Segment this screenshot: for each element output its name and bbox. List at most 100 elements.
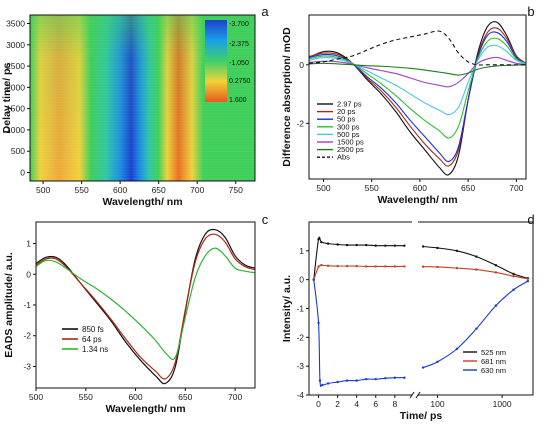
eads-ytick-label: -3 <box>23 361 31 371</box>
kinetics-point-681-nm <box>336 264 339 268</box>
kinetics-fit-630-nm-late <box>422 280 529 369</box>
eads-line-850-fs <box>35 228 256 385</box>
kinetics-point-681-nm <box>345 264 349 268</box>
kinetics-xtick-label: 2 <box>335 399 340 409</box>
eads-xtick-label: 600 <box>128 392 142 402</box>
kinetics-point-525-nm <box>512 272 515 276</box>
kinetics-ytick-label: 1 <box>299 246 304 256</box>
spectra-legend-label: 50 ps <box>337 115 356 124</box>
kinetics-legend-label: 630 nm <box>481 366 506 375</box>
kinetics-frame-left <box>308 221 412 396</box>
eads-ytick-label: 1 <box>26 239 31 249</box>
spectra-line-2500-ps <box>308 62 527 76</box>
eads-xtick-label: 500 <box>29 392 43 402</box>
heatmap-ytick-label: 500 <box>11 146 25 156</box>
kinetics-legend-label: 681 nm <box>481 357 506 366</box>
heatmap-ytick-label: 3000 <box>6 40 25 50</box>
heatmap-ytick-label: 2500 <box>6 61 25 71</box>
kinetics-point-525-nm <box>384 244 387 247</box>
heatmap-ytick-label: 0 <box>20 167 25 177</box>
heatmap-xtick-label: 600 <box>113 185 127 195</box>
kinetics-point-525-nm <box>355 243 358 247</box>
heatmap-colorbar <box>205 20 227 102</box>
heatmap-xtick-label: 550 <box>75 185 89 195</box>
heatmap-ytick-label: 1000 <box>6 125 25 135</box>
kinetics-point-681-nm <box>365 265 368 268</box>
heatmap-xtick-label: 650 <box>152 185 166 195</box>
kinetics-point-630-nm <box>345 379 349 382</box>
spectra-frame <box>308 14 527 180</box>
heatmap-x-axis-title: Wavelength/ nm <box>102 196 182 208</box>
spectra-xtick-label: 650 <box>461 183 475 193</box>
kinetics-point-681-nm <box>512 275 515 278</box>
kinetics-xtick-label: 4 <box>354 399 359 409</box>
spectra-legend-label: 1500 ps <box>337 138 364 147</box>
eads-ytick-label: -1 <box>23 300 31 310</box>
kinetics-point-525-nm <box>326 242 330 245</box>
kinetics-xtick-label: 1000 <box>493 399 512 409</box>
kinetics-point-525-nm <box>345 243 349 247</box>
kinetics-point-630-nm <box>526 279 530 283</box>
heatmap-xtick-label: 500 <box>36 185 50 195</box>
kinetics-x-axis-title: Time/ ps <box>400 410 443 422</box>
eads-x-axis-title: Wavelength/ nm <box>105 403 185 415</box>
kinetics-point-630-nm <box>384 377 387 380</box>
eads-ytick-label: -2 <box>23 331 31 341</box>
panel-label-a: a <box>261 4 269 19</box>
kinetics-frame-right <box>418 221 534 396</box>
kinetics-ytick-label: -3 <box>296 361 304 371</box>
kinetics-point-681-nm <box>436 265 439 269</box>
kinetics-point-681-nm <box>384 265 387 268</box>
spectra-xtick-label: 550 <box>365 183 379 193</box>
kinetics-point-681-nm <box>421 265 425 268</box>
kinetics-point-630-nm <box>455 347 459 351</box>
kinetics-point-630-nm <box>317 321 320 325</box>
kinetics-point-525-nm <box>494 264 498 267</box>
spectra-ytick-label: -2 <box>296 118 304 128</box>
panel-label-c: c <box>262 212 269 227</box>
heatmap-xtick-label: 700 <box>190 185 204 195</box>
kinetics-point-630-nm <box>318 379 322 382</box>
kinetics-xtick-label: 100 <box>430 399 444 409</box>
kinetics-point-630-nm <box>403 376 406 379</box>
spectra-x-axis-title: Wavelength/ nm <box>377 194 457 206</box>
heatmap-y-axis-title: Delay time/ ps <box>1 63 13 134</box>
eads-legend-label: 1.34 ns <box>82 345 108 354</box>
spectra-legend-label: 2500 ps <box>337 145 364 154</box>
kinetics-xtick-label: 6 <box>373 399 378 409</box>
kinetics-point-525-nm <box>403 244 406 247</box>
kinetics-legend-label: 525 nm <box>481 348 506 357</box>
eads-legend-label: 64 ps <box>82 335 102 344</box>
kinetics-point-525-nm <box>393 244 397 247</box>
kinetics-point-525-nm <box>317 238 320 241</box>
eads-y-axis-title: EADS amplitude/ a.u. <box>3 252 15 358</box>
heatmap-frame <box>29 14 256 182</box>
kinetics-point-681-nm <box>320 264 323 267</box>
kinetics-point-681-nm <box>475 268 478 271</box>
spectra-xtick-label: 500 <box>316 183 330 193</box>
kinetics-ytick-label: -2 <box>296 332 304 342</box>
kinetics-point-630-nm <box>326 382 330 385</box>
spectra-legend-label: 2.97 ps <box>337 100 362 109</box>
kinetics-ytick-label: -4 <box>296 390 304 400</box>
spectra-y-axis-title: Difference absorption/ mOD <box>281 27 293 167</box>
kinetics-xtick-label: 8 <box>392 399 397 409</box>
kinetics-point-681-nm <box>526 277 530 281</box>
kinetics-point-630-nm <box>321 383 324 387</box>
kinetics-point-630-nm <box>393 376 397 379</box>
kinetics-point-525-nm <box>475 255 478 258</box>
heatmap-colorbar-label: -1.050 <box>229 60 249 67</box>
kinetics-point-630-nm <box>475 327 478 330</box>
eads-xtick-label: 700 <box>228 392 242 402</box>
spectra-legend-label: Abs <box>337 153 350 162</box>
heatmap-colorbar-label: -2.375 <box>229 41 249 48</box>
kinetics-fit-630-nm-early <box>313 279 405 387</box>
kinetics-xtick-label: 0 <box>316 399 321 409</box>
eads-legend-label: 850 fs <box>82 325 104 334</box>
kinetics-fit-681-nm-early <box>313 264 405 280</box>
kinetics-point-630-nm <box>421 366 425 369</box>
heatmap-ytick-label: 1500 <box>6 104 25 114</box>
eads-line-1-34-ns <box>35 247 256 361</box>
kinetics-point-525-nm <box>374 244 377 247</box>
kinetics-point-681-nm <box>393 265 397 268</box>
